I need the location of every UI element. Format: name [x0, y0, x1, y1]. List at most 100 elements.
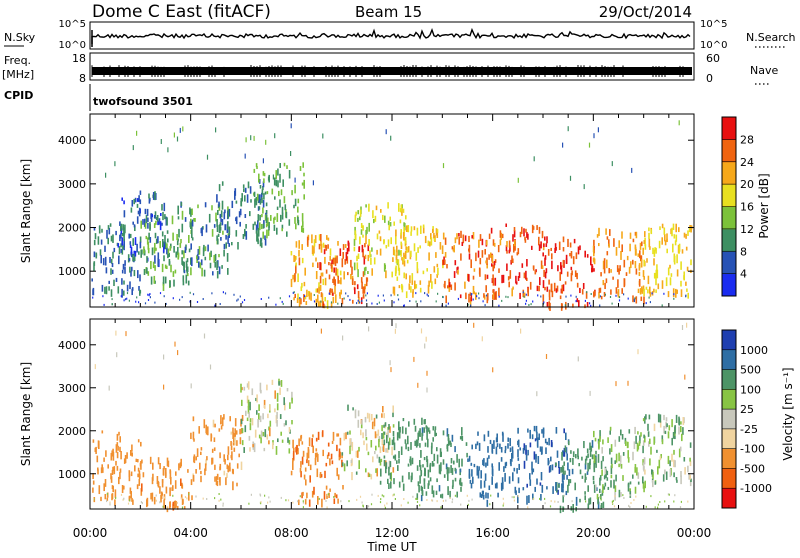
- data-cell: [138, 207, 141, 217]
- data-cell: [647, 423, 649, 431]
- data-cell: [652, 480, 654, 488]
- data-cell: [494, 259, 497, 263]
- data-cell: [320, 272, 323, 276]
- data-cell: [315, 257, 317, 262]
- data-cell: [334, 286, 336, 295]
- data-cell: [258, 179, 261, 184]
- data-cell: [367, 271, 369, 275]
- data-cell: [351, 441, 354, 451]
- data-cell: [149, 237, 152, 243]
- data-cell: [298, 249, 300, 257]
- data-cell: [95, 446, 97, 454]
- data-cell: [561, 451, 563, 461]
- beam-title: Beam 15: [355, 3, 422, 21]
- data-cell: [284, 204, 287, 211]
- data-cell: [454, 282, 456, 291]
- data-cell: [227, 268, 229, 275]
- data-cell: [669, 277, 672, 286]
- data-cell: [160, 213, 162, 217]
- data-cell: [230, 431, 233, 435]
- data-cell: [311, 438, 313, 447]
- data-cell: [565, 447, 568, 454]
- data-cell: [497, 492, 499, 498]
- ground-echo: [470, 304, 472, 307]
- ground-echo: [530, 303, 532, 306]
- ground-echo: [144, 302, 147, 305]
- data-cell: [603, 265, 606, 274]
- data-cell: [648, 227, 650, 232]
- data-cell: [544, 438, 547, 444]
- data-cell: [516, 468, 518, 474]
- ground-echo: [275, 303, 277, 306]
- ground-echo: [241, 301, 244, 304]
- ground-echo: [445, 499, 447, 502]
- data-cell: [598, 288, 601, 293]
- data-cell: [204, 468, 206, 476]
- data-cell: [673, 234, 676, 239]
- data-cell: [566, 271, 569, 277]
- data-cell: [138, 479, 141, 486]
- data-cell: [492, 239, 495, 246]
- data-cell: [107, 225, 110, 230]
- data-cell: [275, 179, 278, 187]
- data-cell: [642, 459, 644, 466]
- data-cell: [431, 461, 434, 467]
- data-cell: [271, 379, 274, 385]
- data-cell: [295, 262, 297, 267]
- ground-echo: [667, 493, 669, 496]
- data-cell: [343, 432, 346, 441]
- data-cell: [264, 214, 267, 221]
- data-cell: [357, 210, 359, 215]
- data-cell: [451, 246, 454, 250]
- data-cell: [386, 447, 389, 453]
- data-cell: [239, 428, 241, 435]
- data-cell: [648, 414, 651, 420]
- data-cell: [124, 224, 126, 234]
- data-cell: [548, 296, 551, 301]
- data-cell: [326, 235, 328, 240]
- data-cell: [343, 271, 345, 280]
- data-cell: [262, 171, 265, 176]
- data-cell: [262, 200, 265, 208]
- data-cell: [653, 258, 655, 266]
- data-cell: [634, 467, 636, 473]
- ground-echo: [147, 299, 150, 301]
- data-cell: [383, 413, 385, 419]
- data-cell: [101, 464, 103, 469]
- data-cell: [477, 431, 479, 436]
- data-cell: [390, 481, 392, 489]
- data-cell: [315, 437, 318, 442]
- data-cell: [579, 469, 582, 475]
- data-cell: [529, 429, 531, 439]
- ground-echo: [211, 292, 213, 295]
- data-cell: [430, 233, 432, 240]
- data-cell: [168, 252, 170, 258]
- data-cell: [535, 454, 537, 460]
- power-panel-frame: [89, 113, 695, 308]
- sparse-echo: [290, 123, 292, 129]
- data-cell: [450, 465, 452, 474]
- data-cell: [180, 478, 182, 486]
- data-cell: [134, 465, 136, 472]
- ground-echo: [657, 506, 659, 509]
- data-cell: [230, 445, 233, 451]
- colorbar-segment: [722, 139, 736, 163]
- data-cell: [371, 414, 373, 421]
- data-cell: [298, 438, 300, 447]
- data-cell: [303, 172, 305, 177]
- ground-echo: [427, 294, 429, 297]
- data-cell: [640, 296, 643, 301]
- data-cell: [273, 224, 276, 231]
- ground-echo: [415, 300, 417, 303]
- data-cell: [558, 241, 561, 251]
- data-cell: [486, 499, 489, 507]
- data-cell: [581, 289, 584, 295]
- ground-echo: [222, 291, 224, 294]
- data-cell: [369, 250, 371, 258]
- data-cell: [537, 456, 540, 464]
- data-cell: [675, 288, 677, 298]
- data-cell: [324, 256, 326, 264]
- ground-echo: [645, 505, 647, 508]
- data-cell: [190, 208, 192, 217]
- data-cell: [592, 475, 595, 481]
